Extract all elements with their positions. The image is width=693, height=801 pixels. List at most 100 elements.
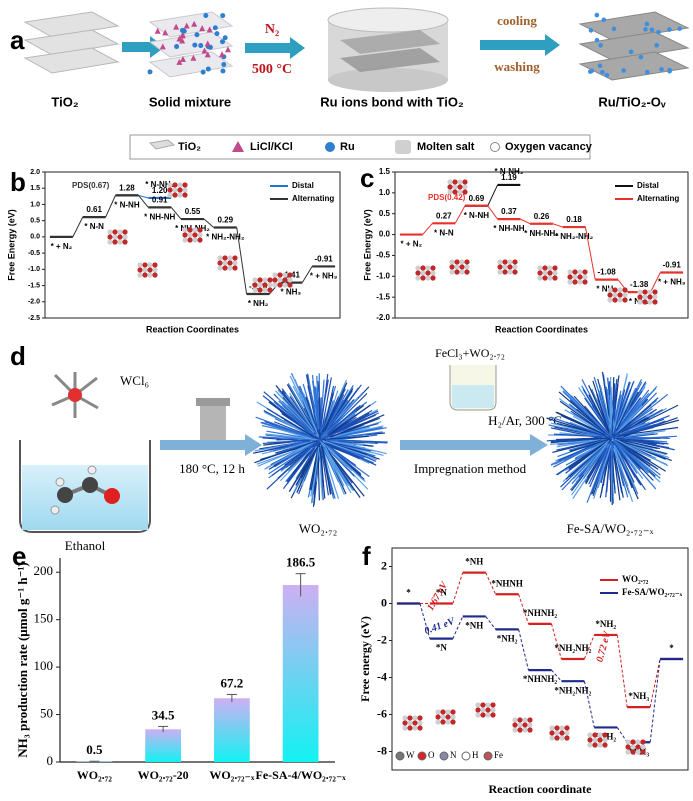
structure-icon bbox=[117, 239, 123, 245]
structure-icon bbox=[507, 259, 513, 265]
structure-icon bbox=[182, 182, 188, 188]
state-label: * + NH₃ bbox=[658, 278, 686, 287]
structure-icon bbox=[640, 744, 646, 750]
structure-icon bbox=[652, 289, 658, 295]
structure-icon bbox=[445, 719, 451, 725]
atom-icon bbox=[395, 751, 405, 761]
nanowire bbox=[558, 391, 605, 432]
condition: Impregnation method bbox=[414, 461, 527, 476]
annotation: PDS(0.42) bbox=[428, 193, 466, 202]
structure-icon bbox=[582, 279, 588, 285]
sheet bbox=[578, 31, 690, 61]
structure-icon bbox=[227, 265, 233, 271]
structure-icon bbox=[277, 282, 283, 288]
structure-icon bbox=[182, 192, 188, 198]
structure-icon bbox=[227, 255, 233, 261]
state-label: *NH₂ bbox=[497, 633, 518, 643]
structure-icon bbox=[630, 739, 636, 745]
legend-label: WO₂.₇₂ bbox=[622, 574, 649, 584]
y-tick-label: 150 bbox=[34, 611, 54, 626]
caption: Solid mixture bbox=[149, 94, 231, 109]
nanowire bbox=[328, 414, 358, 436]
structure-icon bbox=[522, 727, 528, 733]
structure-icon bbox=[607, 292, 613, 298]
y-tick-label: 1.5 bbox=[30, 185, 40, 192]
structure-icon bbox=[267, 282, 273, 288]
legend-box bbox=[129, 134, 591, 160]
structure-icon bbox=[187, 232, 193, 238]
connector bbox=[518, 594, 529, 625]
connector bbox=[452, 616, 464, 639]
nanowire bbox=[553, 433, 603, 438]
condition: 180 °C, 12 h bbox=[179, 461, 245, 476]
structure-icon bbox=[257, 277, 263, 283]
structure-icon bbox=[137, 262, 143, 268]
y-tick-label: -0.5 bbox=[28, 250, 40, 257]
structure-icon bbox=[475, 702, 481, 708]
structure-icon bbox=[527, 722, 533, 728]
structure-icon bbox=[497, 264, 503, 270]
nanowire bbox=[583, 443, 608, 475]
plot-frame bbox=[44, 171, 341, 319]
legend-label: Alternating bbox=[637, 194, 679, 203]
ru-atom bbox=[621, 68, 626, 73]
structure-icon bbox=[640, 739, 646, 745]
structure-icon bbox=[640, 749, 646, 755]
ethanol-liquid bbox=[22, 465, 148, 530]
ru-atom bbox=[645, 69, 650, 75]
ru-atom bbox=[604, 72, 610, 78]
structure-icon bbox=[587, 737, 593, 743]
structure-icon bbox=[192, 232, 198, 238]
structure-icon bbox=[177, 187, 183, 193]
y-tick-label: 1.0 bbox=[379, 188, 391, 197]
nanowire bbox=[611, 378, 618, 428]
ru-ion bbox=[212, 25, 218, 31]
nanowire bbox=[309, 445, 319, 490]
product: Fe-SA/WO₂.₇₂₋ₓ bbox=[567, 521, 654, 536]
nanowire bbox=[315, 387, 319, 433]
atom-label: H bbox=[472, 750, 479, 760]
structure-icon bbox=[617, 292, 623, 298]
state-label: * N-NH bbox=[464, 211, 490, 220]
ru-ion bbox=[203, 13, 209, 19]
structure-icon bbox=[617, 297, 623, 303]
nanowire bbox=[260, 422, 315, 440]
connector bbox=[552, 223, 563, 228]
salt-particle bbox=[190, 54, 197, 61]
nanowire bbox=[592, 443, 612, 491]
structure-icon bbox=[122, 239, 128, 245]
structure-icon bbox=[462, 179, 468, 185]
structure-icon bbox=[652, 294, 658, 300]
structure-icon bbox=[450, 714, 456, 720]
structure-icon bbox=[459, 264, 465, 270]
connector bbox=[485, 572, 497, 595]
state-label: * N-N bbox=[434, 228, 454, 237]
structure-icon bbox=[559, 725, 565, 731]
nanowire bbox=[316, 375, 320, 430]
salt-particle bbox=[219, 51, 226, 58]
arrow bbox=[400, 434, 548, 456]
x-axis-label: Reaction coordinate bbox=[489, 782, 593, 796]
y-tick-label: 0 bbox=[381, 595, 387, 609]
salt-particle bbox=[191, 20, 198, 27]
nanowire bbox=[286, 384, 316, 432]
structure-icon bbox=[407, 715, 413, 721]
connector bbox=[649, 658, 661, 743]
structure-icon bbox=[407, 725, 413, 731]
structure-icon bbox=[549, 725, 555, 731]
sheet bbox=[340, 48, 440, 72]
state-label: * NH₂-NH₂ bbox=[206, 233, 245, 242]
wcl6-molecule bbox=[51, 372, 99, 418]
structure-icon bbox=[480, 712, 486, 718]
ru-ion bbox=[200, 69, 206, 75]
structure-icon bbox=[447, 184, 453, 190]
y-tick-label: 50 bbox=[40, 706, 53, 721]
reagent: WCl₆ bbox=[120, 373, 149, 388]
structure-icon bbox=[637, 294, 643, 300]
state-label: * NH-NH bbox=[144, 212, 175, 221]
state-label: * NH₂ bbox=[248, 299, 269, 308]
nanowire bbox=[618, 442, 656, 469]
structure-icon bbox=[445, 709, 451, 715]
x-tick-label: Fe-SA-4/WO₂.₇₂₋ₓ bbox=[256, 768, 347, 782]
nanowire bbox=[300, 394, 317, 430]
